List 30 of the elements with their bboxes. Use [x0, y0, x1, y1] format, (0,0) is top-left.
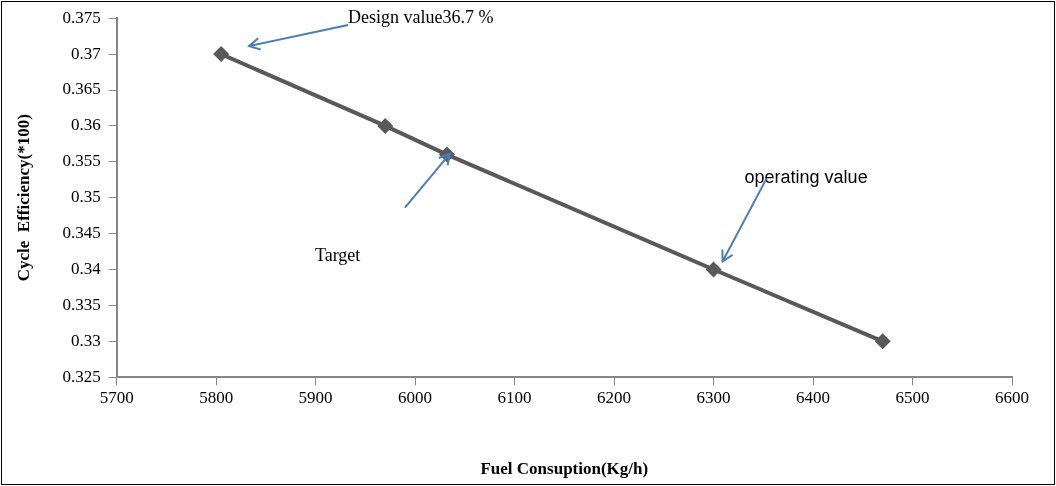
annotation: Target — [314, 245, 361, 266]
y-tick-label: 0.335 — [62, 294, 101, 314]
y-tick-label: 0.34 — [70, 258, 102, 278]
y-tick-label: 0.33 — [70, 330, 101, 350]
y-axis-title: Cycle Efficiency(*100) — [13, 114, 33, 282]
x-tick-label: 5700 — [99, 387, 134, 407]
point — [705, 261, 722, 278]
y-tick-label: 0.325 — [62, 366, 101, 386]
y-tick-label: 0.365 — [62, 79, 101, 99]
y-tick-label: 0.355 — [62, 151, 101, 171]
x-tick-label: 6000 — [398, 387, 433, 407]
y-tick-label: 0.37 — [70, 43, 102, 63]
y-tick-label: 0.35 — [70, 187, 101, 207]
x-tick-label: 5900 — [298, 387, 333, 407]
x-axis-title: Fuel Consuption(Kg/h) — [480, 459, 649, 479]
x-tick-label: 6100 — [497, 387, 532, 407]
point — [213, 46, 230, 63]
x-tick-label: 6200 — [597, 387, 632, 407]
y-tick-label: 0.375 — [62, 7, 101, 27]
x-tick-label: 6500 — [895, 387, 930, 407]
y-tick-label: 0.345 — [62, 223, 101, 243]
point — [377, 117, 394, 134]
point — [874, 333, 891, 350]
x-tick-label: 6400 — [796, 387, 831, 407]
x-tick-label: 6600 — [995, 387, 1029, 407]
y-tick-label: 0.36 — [70, 115, 101, 135]
annotation: Design value36.7 % — [348, 6, 494, 27]
x-tick-label: 6300 — [696, 387, 731, 407]
annotation: operating value — [744, 167, 868, 188]
x-tick-label: 5800 — [199, 387, 234, 407]
